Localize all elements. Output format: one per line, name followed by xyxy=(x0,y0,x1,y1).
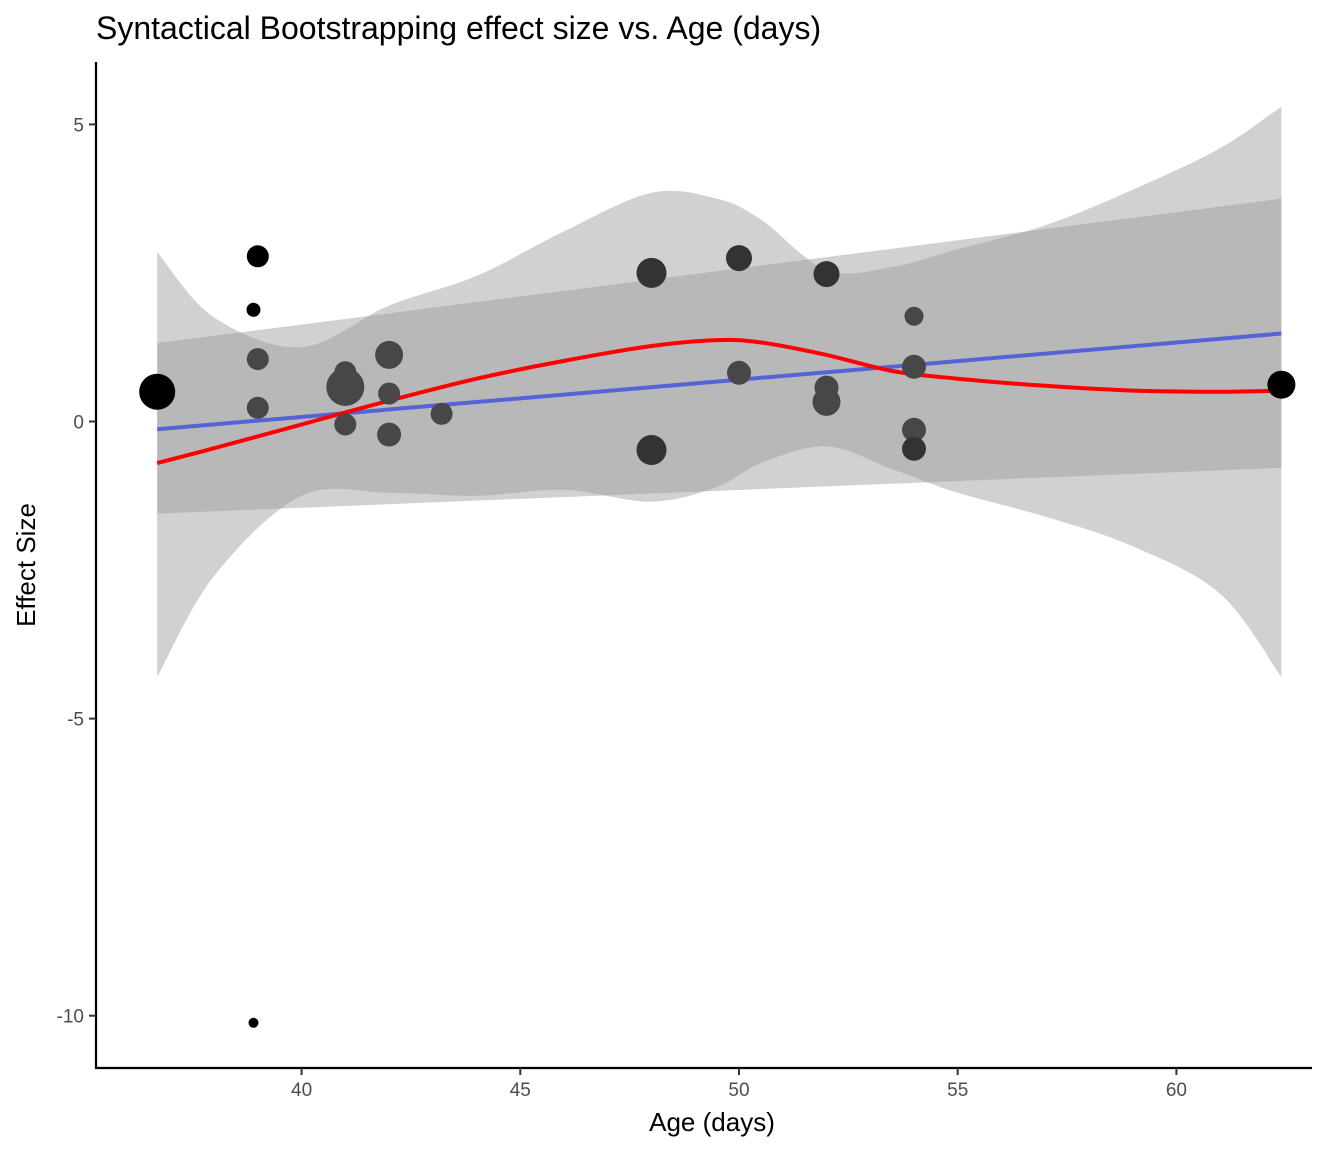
data-point xyxy=(246,348,269,371)
data-point xyxy=(1267,370,1296,399)
data-point xyxy=(334,413,357,436)
data-point xyxy=(636,257,667,288)
data-point xyxy=(246,245,269,268)
data-point xyxy=(246,396,269,419)
data-point xyxy=(902,436,926,461)
y-tick-label: 0 xyxy=(73,412,84,433)
data-points xyxy=(139,245,1296,1028)
data-point xyxy=(727,360,751,385)
data-point xyxy=(726,245,752,272)
y-tick-label: 5 xyxy=(73,115,84,136)
data-point xyxy=(248,1017,259,1028)
data-point xyxy=(326,368,365,406)
data-point xyxy=(246,302,261,317)
x-tick-label: 40 xyxy=(291,1080,312,1101)
data-point xyxy=(636,435,667,465)
data-point xyxy=(813,261,840,288)
linear-confidence-band xyxy=(157,198,1282,514)
y-tick-label: -5 xyxy=(67,710,84,731)
y-ticks: 5 0 -5 -10 xyxy=(57,115,96,1028)
x-axis-title: Age (days) xyxy=(649,1107,775,1137)
data-point xyxy=(139,373,176,410)
x-tick-label: 45 xyxy=(510,1080,531,1101)
y-axis-title: Effect Size xyxy=(11,503,41,627)
x-tick-label: 50 xyxy=(728,1080,749,1101)
data-point xyxy=(378,382,401,405)
loess-confidence-band xyxy=(157,106,1282,678)
x-ticks: 40 45 50 55 60 xyxy=(291,1068,1187,1101)
axes xyxy=(94,62,1312,1070)
fit-lines xyxy=(156,331,1282,466)
x-tick-label: 55 xyxy=(947,1080,968,1101)
data-point xyxy=(902,354,926,379)
y-tick-label: -10 xyxy=(57,1007,84,1028)
data-point xyxy=(902,417,926,442)
data-point xyxy=(904,306,924,326)
data-point xyxy=(430,402,453,425)
loess-fit-line xyxy=(156,337,1282,466)
data-point xyxy=(377,422,402,447)
chart-title: Syntactical Bootstrapping effect size vs… xyxy=(96,10,822,46)
data-point xyxy=(812,387,841,416)
x-tick-label: 60 xyxy=(1166,1080,1187,1101)
confidence-bands xyxy=(157,106,1282,678)
data-point xyxy=(375,340,404,369)
